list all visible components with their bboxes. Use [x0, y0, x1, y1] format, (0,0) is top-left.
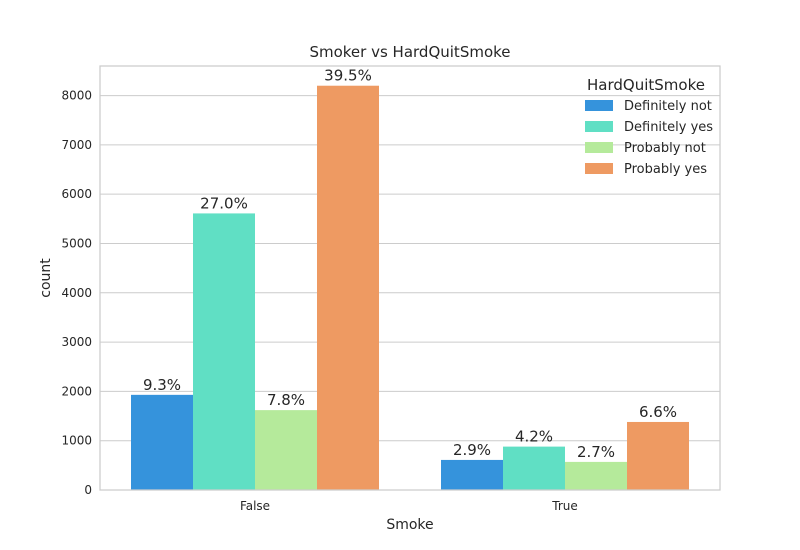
legend-swatch [585, 100, 613, 111]
bar [193, 213, 255, 491]
y-tick-label: 8000 [61, 89, 92, 103]
bars [131, 85, 689, 491]
x-tick-label: True [551, 499, 578, 513]
legend-swatch [585, 163, 613, 174]
legend-swatch [585, 142, 613, 153]
chart-title: Smoker vs HardQuitSmoke [309, 43, 510, 61]
bar [441, 459, 503, 490]
y-axis-ticks: 0 1000 2000 3000 4000 5000 6000 7000 8000 [61, 89, 92, 497]
legend-title: HardQuitSmoke [587, 76, 705, 94]
y-tick-label: 7000 [61, 138, 92, 152]
bar-data-label: 4.2% [515, 428, 553, 446]
legend-entry-label: Probably not [624, 141, 706, 156]
bar-data-label: 9.3% [143, 376, 181, 394]
bar [255, 410, 317, 490]
y-tick-label: 6000 [61, 187, 92, 201]
bar [565, 461, 627, 490]
legend-entry-label: Definitely yes [624, 120, 713, 135]
bar [317, 85, 379, 490]
bar [131, 394, 193, 490]
bar-data-label: 27.0% [200, 194, 248, 212]
y-tick-label: 3000 [61, 335, 92, 349]
x-tick-label: False [240, 499, 270, 513]
plot-frame [99, 65, 721, 491]
bar-data-label: 7.8% [267, 391, 305, 409]
bar-data-label: 6.6% [639, 403, 677, 421]
legend-swatch [585, 121, 613, 132]
y-tick-label: 2000 [61, 384, 92, 398]
legend-entry-label: Probably yes [624, 162, 707, 177]
legend-entry-label: Definitely not [624, 99, 712, 114]
bar-data-label: 39.5% [324, 67, 372, 85]
x-axis-label: Smoke [386, 517, 433, 533]
bar [503, 446, 565, 490]
y-tick-label: 5000 [61, 236, 92, 250]
x-axis-ticks: False True [240, 499, 578, 513]
y-tick-label: 1000 [61, 434, 92, 448]
bar-data-label: 2.7% [577, 443, 615, 461]
y-axis-label: count [38, 258, 54, 298]
bar [627, 421, 689, 490]
bar-data-label: 2.9% [453, 441, 491, 459]
y-tick-label: 0 [84, 483, 92, 497]
y-tick-label: 4000 [61, 286, 92, 300]
legend: HardQuitSmoke Definitely not Definitely y… [585, 76, 713, 177]
data-labels: 9.3% 27.0% 7.8% 39.5% 2.9% 4.2% 2.7% 6.6% [143, 67, 677, 461]
